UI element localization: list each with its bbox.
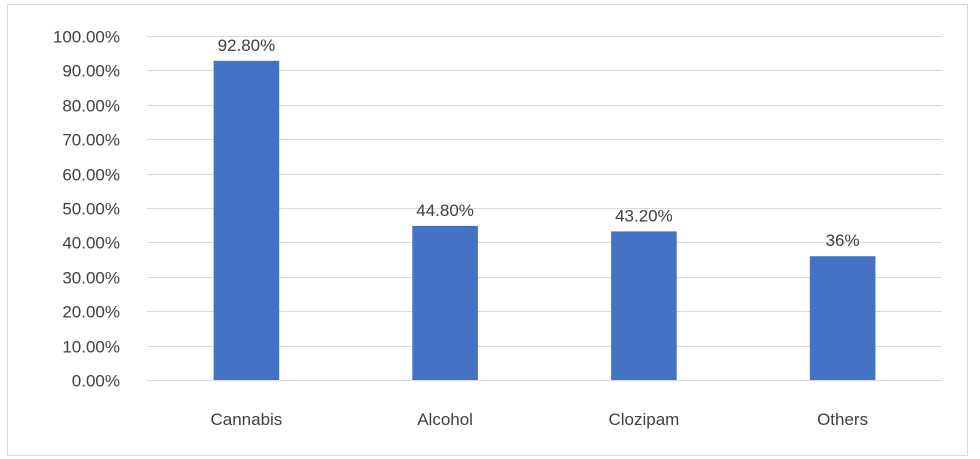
y-tick-label: 40.00% — [62, 234, 120, 253]
y-tick-label: 90.00% — [62, 62, 120, 81]
bar-alcohol — [412, 225, 478, 380]
data-label-others: 36% — [826, 231, 860, 250]
data-label-alcohol: 44.80% — [416, 201, 474, 220]
y-tick-label: 30.00% — [62, 269, 120, 288]
y-tick-label: 80.00% — [62, 97, 120, 116]
bar-others — [809, 256, 876, 380]
y-tick-label: 20.00% — [62, 303, 120, 322]
gridlines — [147, 36, 942, 381]
bar-cannabis — [213, 60, 280, 381]
bar-clozipam — [611, 231, 677, 380]
x-category-label-cannabis: Cannabis — [210, 410, 282, 429]
y-tick-label: 0.00% — [72, 372, 120, 391]
data-labels: 92.80% 44.80% 43.20% 36% — [218, 36, 860, 250]
y-axis-tick-labels: 0.00% 10.00% 20.00% 30.00% 40.00% 50.00% 60.00… — [53, 28, 120, 391]
bars — [213, 60, 876, 381]
y-tick-label: 100.00% — [53, 28, 120, 47]
x-category-label-clozipam: Clozipam — [608, 410, 679, 429]
y-tick-label: 50.00% — [62, 200, 120, 219]
x-category-label-others: Others — [817, 410, 868, 429]
y-tick-label: 70.00% — [62, 131, 120, 150]
x-category-label-alcohol: Alcohol — [417, 410, 473, 429]
x-axis-category-labels: Cannabis Alcohol Clozipam Others — [210, 410, 868, 429]
y-tick-label: 60.00% — [62, 166, 120, 185]
y-tick-label: 10.00% — [62, 338, 120, 357]
data-label-clozipam: 43.20% — [615, 206, 673, 225]
data-label-cannabis: 92.80% — [218, 36, 276, 55]
